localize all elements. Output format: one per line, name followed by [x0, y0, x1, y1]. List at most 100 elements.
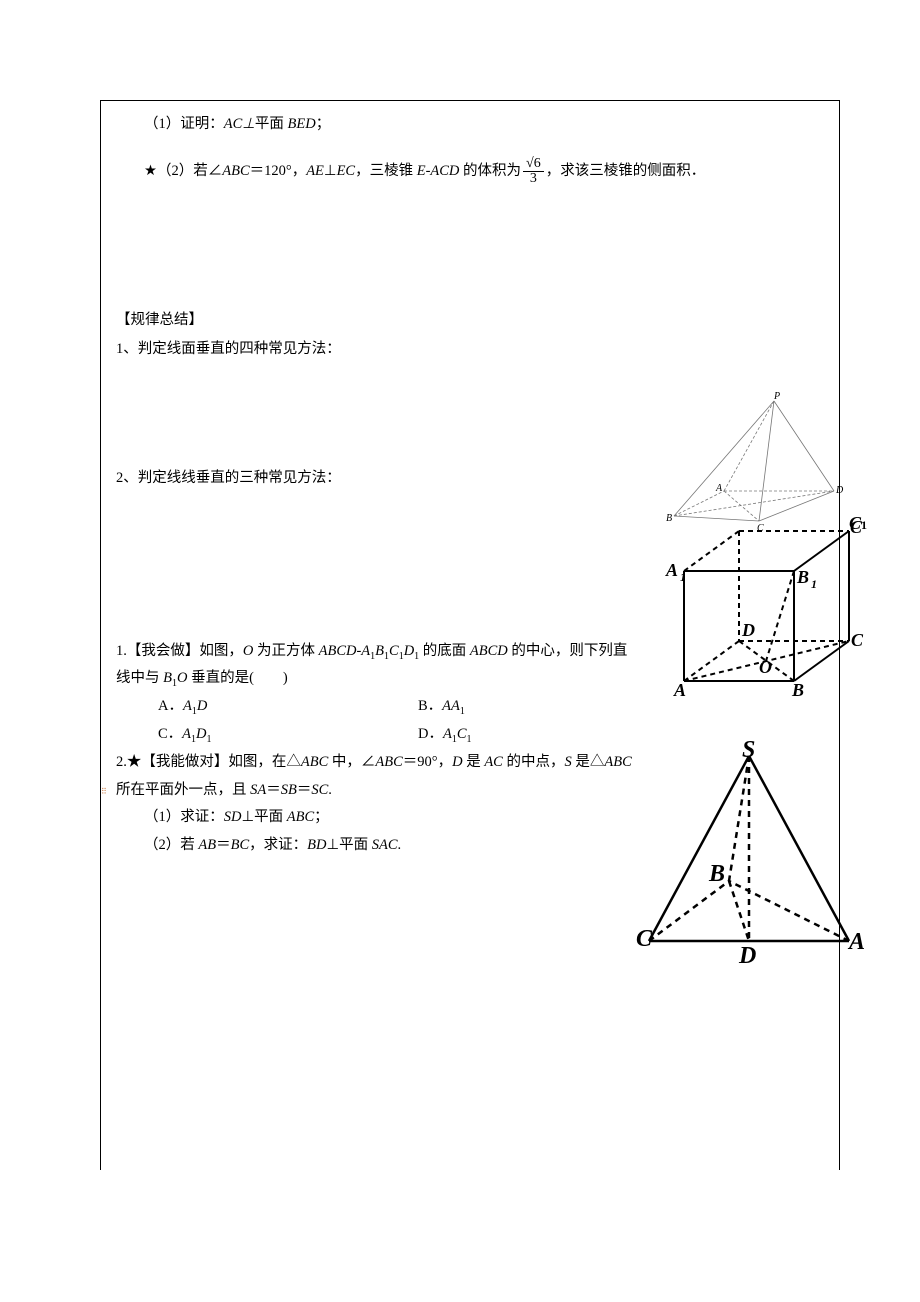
text: 线中与 [116, 670, 163, 686]
text: 平面 [255, 116, 288, 132]
text: 中，∠ [328, 754, 375, 770]
ABC: ABC [287, 809, 314, 825]
math: AC⊥ [224, 116, 255, 132]
svg-text:C: C [636, 926, 653, 952]
text: ，求该三棱锥的侧面积． [546, 162, 706, 178]
sub: 1 [460, 706, 465, 717]
q1-tag: 1.【我会做】 [116, 643, 199, 659]
B1: B [163, 670, 172, 686]
svg-text:D: D [835, 485, 844, 496]
eq: ＝ [297, 782, 312, 798]
SD: SD [224, 809, 242, 825]
eacd: E-ACD [417, 162, 460, 178]
eq: ＝ [266, 782, 281, 798]
text: （2）若 [144, 837, 198, 853]
text: 的底面 [419, 643, 470, 659]
decorative-dots: ⠿ [101, 787, 109, 795]
label: D． [418, 726, 443, 742]
text: ＝120°， [250, 162, 307, 178]
semi: ； [316, 116, 331, 132]
period: . [398, 837, 402, 853]
fraction: √63 [523, 157, 544, 186]
svg-text:A: A [665, 560, 678, 580]
p1-part2: ★（2）若∠ABC＝120°，AE⊥EC，三棱锥 E-ACD 的体积为√63，求… [116, 157, 824, 186]
val: A [182, 726, 191, 742]
svg-text:1: 1 [680, 570, 686, 584]
abc: ABC [222, 162, 249, 178]
svg-text:A: A [715, 483, 723, 494]
text: ＝90°， [403, 754, 452, 770]
D: D [452, 754, 462, 770]
label: A． [158, 698, 183, 714]
svg-text:B: B [708, 861, 725, 887]
text: （2）若∠ [157, 162, 222, 178]
svg-text:B: B [796, 567, 809, 587]
text: 的体积为 [459, 162, 521, 178]
text: 如图，在△ [228, 754, 301, 770]
O: O [177, 670, 187, 686]
star-icon: ★ [144, 162, 157, 178]
text: （1）求证： [144, 809, 224, 825]
c1-label: C1 [849, 513, 867, 534]
abc2: ABC [375, 754, 402, 770]
svg-text:A: A [847, 929, 864, 955]
val: A [183, 698, 192, 714]
AB: AB [198, 837, 216, 853]
sub: 1 [467, 734, 472, 745]
q2-head: 2.★【我能做对】 [116, 754, 228, 770]
AC: AC [484, 754, 503, 770]
abc: ABC [301, 754, 328, 770]
O: O [243, 643, 253, 659]
tetra-figure: S C A B D [634, 741, 864, 971]
period: . [328, 782, 332, 798]
option-d: D．A1C1 [418, 721, 472, 749]
svg-text:D: D [738, 943, 756, 969]
ae: AE [306, 162, 324, 178]
C: C [389, 643, 399, 659]
svg-text:A: A [673, 680, 686, 700]
text: 为正方体 [253, 643, 318, 659]
S: S [564, 754, 571, 770]
option-c: C．A1D1 [116, 721, 418, 749]
text: 是 [463, 754, 485, 770]
summary-title: 【规律总结】 [116, 306, 824, 335]
svg-text:S: S [742, 741, 755, 763]
SB: SB [281, 782, 297, 798]
page: （1）证明：AC⊥平面 BED； ★（2）若∠ABC＝120°，AE⊥EC，三棱… [0, 0, 920, 1302]
BC: BC [231, 837, 250, 853]
text: 的中心，则下列直 [508, 643, 628, 659]
text: ，求证： [249, 837, 307, 853]
pyramid-figure: P A B C D [644, 391, 844, 531]
text: 所在平面外一点，且 [116, 782, 250, 798]
semi: ； [314, 809, 329, 825]
text: ，三棱锥 [355, 162, 417, 178]
svg-text:C: C [851, 630, 864, 650]
val: A [443, 726, 452, 742]
SC: SC [311, 782, 328, 798]
text: 是△ [572, 754, 605, 770]
plane: BED [288, 116, 316, 132]
text: 垂直的是( ) [187, 670, 287, 686]
cube-figure: A B C D A1 B1 C1 O [654, 511, 864, 701]
option-a: A．A1D [116, 693, 418, 721]
text: 如图， [199, 643, 243, 659]
d: D [197, 698, 207, 714]
text: （1）证明： [144, 116, 224, 132]
label: C． [158, 726, 182, 742]
text: 的中点， [503, 754, 565, 770]
abc3: ABC [604, 754, 631, 770]
svg-text:D: D [741, 620, 755, 640]
eq: ＝ [216, 837, 231, 853]
SAC: SAC [372, 837, 398, 853]
text: ⊥平面 [241, 809, 286, 825]
D: D [404, 643, 414, 659]
p1-part1: （1）证明：AC⊥平面 BED； [116, 111, 824, 139]
abcd: ABCD [470, 643, 508, 659]
svg-text:1: 1 [811, 577, 817, 591]
cube-name: ABCD-A [319, 643, 371, 659]
SA: SA [250, 782, 266, 798]
sub: 1 [207, 734, 212, 745]
svg-text:O: O [759, 657, 772, 677]
option-b: B．AA1 [418, 693, 465, 721]
label: B． [418, 698, 442, 714]
